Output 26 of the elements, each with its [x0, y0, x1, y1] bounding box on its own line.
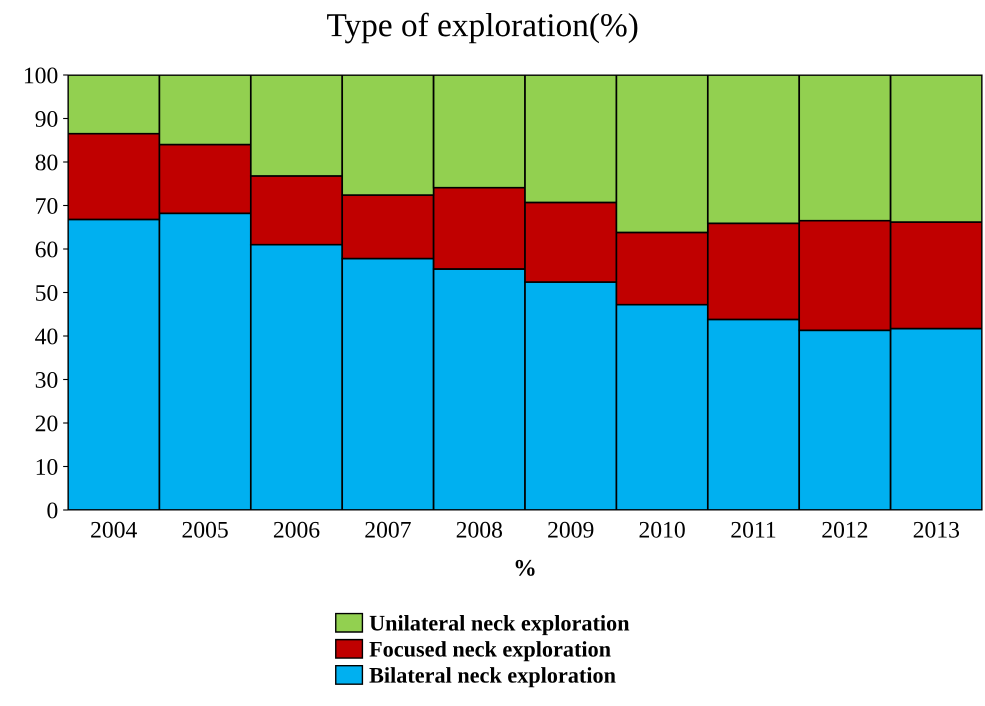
- y-tick-label: 30: [36, 372, 58, 388]
- chart-title: Type of exploration(%): [327, 12, 638, 44]
- y-tick-label: 50: [36, 284, 58, 301]
- x-tick-label: 2005: [182, 522, 228, 538]
- y-tick-label: 100: [24, 67, 58, 84]
- x-tick-label: 2010: [640, 522, 685, 538]
- y-tick-label: 80: [36, 154, 58, 170]
- x-tick-label: 2012: [822, 522, 868, 538]
- y-tick-label: 70: [36, 198, 58, 214]
- x-tick-label: 2006: [274, 522, 320, 538]
- legend-label: Unilateral neck exploration: [370, 615, 630, 636]
- x-tick-label: 2008: [456, 522, 502, 538]
- y-tick-label: 60: [36, 241, 58, 258]
- x-tick-label: 2009: [548, 522, 594, 538]
- y-tick-label: 10: [36, 458, 58, 475]
- x-axis-title: %: [516, 560, 535, 576]
- y-tick-label: 90: [35, 110, 58, 127]
- legend-label: Bilateral neck exploration: [369, 667, 616, 688]
- y-tick-label: 20: [36, 415, 58, 432]
- x-tick-label: 2007: [365, 522, 411, 538]
- x-tick-label: 2011: [731, 522, 776, 538]
- x-tick-label: 2013: [914, 522, 959, 538]
- x-tick-label: 2004: [91, 522, 137, 538]
- y-tick-label: 40: [35, 328, 58, 344]
- legend-label: Focused neck exploration: [369, 641, 611, 662]
- y-tick-label: 0: [47, 502, 58, 518]
